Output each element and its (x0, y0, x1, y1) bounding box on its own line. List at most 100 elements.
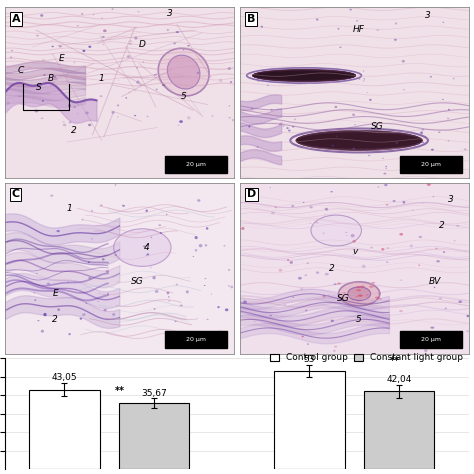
Ellipse shape (358, 78, 360, 80)
Bar (119, 403, 189, 469)
Text: **: ** (390, 356, 400, 366)
Ellipse shape (85, 302, 87, 304)
Text: 3: 3 (448, 195, 454, 204)
Ellipse shape (442, 334, 444, 335)
Ellipse shape (395, 22, 397, 25)
Ellipse shape (33, 96, 36, 98)
FancyBboxPatch shape (165, 331, 227, 348)
Ellipse shape (254, 321, 255, 322)
Ellipse shape (88, 124, 91, 126)
Ellipse shape (114, 229, 171, 266)
Ellipse shape (369, 286, 374, 288)
Ellipse shape (386, 247, 390, 249)
Ellipse shape (271, 211, 275, 214)
Text: A: A (12, 14, 20, 24)
Ellipse shape (175, 320, 177, 322)
Ellipse shape (348, 287, 371, 301)
Ellipse shape (270, 315, 272, 316)
Ellipse shape (445, 308, 447, 309)
Ellipse shape (147, 253, 149, 255)
Ellipse shape (7, 102, 9, 104)
Ellipse shape (420, 132, 423, 134)
Ellipse shape (194, 236, 198, 239)
Ellipse shape (367, 150, 368, 152)
Ellipse shape (404, 163, 407, 164)
Text: 43,05: 43,05 (52, 373, 77, 382)
Ellipse shape (111, 8, 114, 10)
Ellipse shape (352, 240, 356, 243)
Ellipse shape (300, 288, 303, 290)
Ellipse shape (447, 140, 449, 142)
Ellipse shape (100, 95, 102, 97)
Ellipse shape (307, 263, 309, 264)
Ellipse shape (97, 301, 100, 302)
Ellipse shape (122, 205, 125, 207)
Ellipse shape (187, 45, 190, 46)
Ellipse shape (37, 320, 39, 321)
Ellipse shape (253, 70, 356, 82)
Ellipse shape (36, 35, 39, 36)
Ellipse shape (129, 43, 132, 45)
Ellipse shape (400, 279, 402, 281)
Text: C: C (12, 190, 20, 200)
Ellipse shape (228, 285, 230, 287)
Ellipse shape (385, 166, 387, 167)
Ellipse shape (143, 246, 146, 247)
Ellipse shape (352, 113, 355, 116)
Ellipse shape (294, 118, 296, 120)
Ellipse shape (35, 109, 38, 112)
Ellipse shape (228, 269, 230, 271)
Ellipse shape (410, 245, 413, 247)
Ellipse shape (57, 309, 60, 311)
Ellipse shape (147, 116, 148, 117)
Ellipse shape (310, 223, 311, 224)
Ellipse shape (206, 227, 209, 230)
Ellipse shape (394, 39, 397, 41)
FancyBboxPatch shape (165, 156, 227, 173)
Ellipse shape (229, 105, 230, 107)
Ellipse shape (102, 44, 104, 45)
Ellipse shape (136, 81, 140, 84)
Ellipse shape (85, 111, 89, 114)
Ellipse shape (322, 295, 326, 298)
Ellipse shape (10, 56, 12, 58)
Ellipse shape (431, 149, 434, 151)
Text: 2: 2 (329, 264, 335, 273)
Ellipse shape (248, 126, 250, 128)
Ellipse shape (186, 48, 189, 50)
Ellipse shape (311, 215, 362, 246)
Ellipse shape (355, 124, 356, 125)
Ellipse shape (292, 296, 294, 298)
Ellipse shape (382, 158, 384, 159)
Ellipse shape (43, 74, 46, 76)
Ellipse shape (333, 350, 336, 352)
Ellipse shape (430, 76, 432, 78)
Ellipse shape (127, 55, 130, 58)
Text: 20 μm: 20 μm (421, 162, 441, 167)
Ellipse shape (168, 300, 170, 301)
Ellipse shape (385, 168, 387, 169)
Ellipse shape (359, 296, 362, 297)
Ellipse shape (176, 283, 178, 285)
Ellipse shape (346, 232, 347, 233)
Ellipse shape (433, 196, 434, 197)
Ellipse shape (155, 89, 158, 91)
Bar (364, 392, 434, 469)
Ellipse shape (328, 294, 329, 295)
Ellipse shape (331, 319, 334, 322)
Ellipse shape (107, 293, 109, 295)
Ellipse shape (290, 261, 293, 264)
Ellipse shape (118, 80, 119, 81)
Ellipse shape (338, 282, 380, 306)
Ellipse shape (360, 285, 365, 288)
Text: E: E (52, 289, 58, 298)
Ellipse shape (271, 109, 273, 110)
Ellipse shape (334, 346, 337, 347)
Text: D: D (139, 40, 146, 49)
Ellipse shape (228, 67, 231, 70)
Ellipse shape (379, 298, 382, 300)
Text: S: S (36, 83, 42, 92)
Ellipse shape (419, 236, 422, 238)
Ellipse shape (219, 79, 222, 82)
Text: E: E (59, 54, 65, 63)
